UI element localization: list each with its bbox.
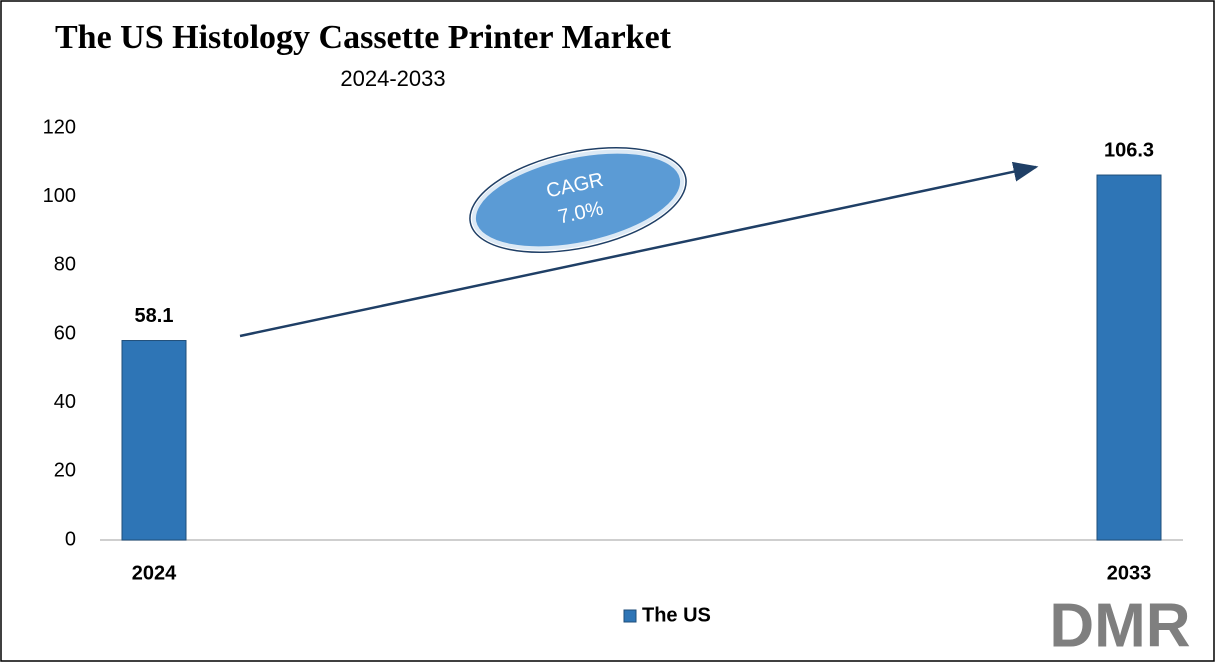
cagr-outline [469,147,687,253]
y-tick-label: 60 [54,322,76,344]
chart-title: The US Histology Cassette Printer Market [55,19,672,56]
value-label: 58.1 [135,305,174,327]
logo: DMR [1049,591,1190,660]
cagr-badge: CAGR 7.0% [469,147,687,253]
legend-swatch [623,609,637,623]
y-tick-label: 20 [54,460,76,482]
y-tick-label: 80 [54,254,76,276]
y-tick-label: 40 [54,391,76,413]
x-tick-label: 2024 [132,562,177,584]
bar [1096,174,1162,541]
trend-arrow [239,161,1039,338]
cagr-ellipse [471,149,685,251]
y-tick-label: 100 [43,185,76,207]
y-tick-label: 0 [65,528,76,550]
chart-subtitle: 2024-2033 [340,66,445,91]
value-label: 106.3 [1104,139,1154,161]
y-tick-label: 120 [43,116,76,138]
bar [121,340,187,541]
x-tick-label: 2033 [1107,562,1152,584]
legend-label: The US [642,604,711,626]
